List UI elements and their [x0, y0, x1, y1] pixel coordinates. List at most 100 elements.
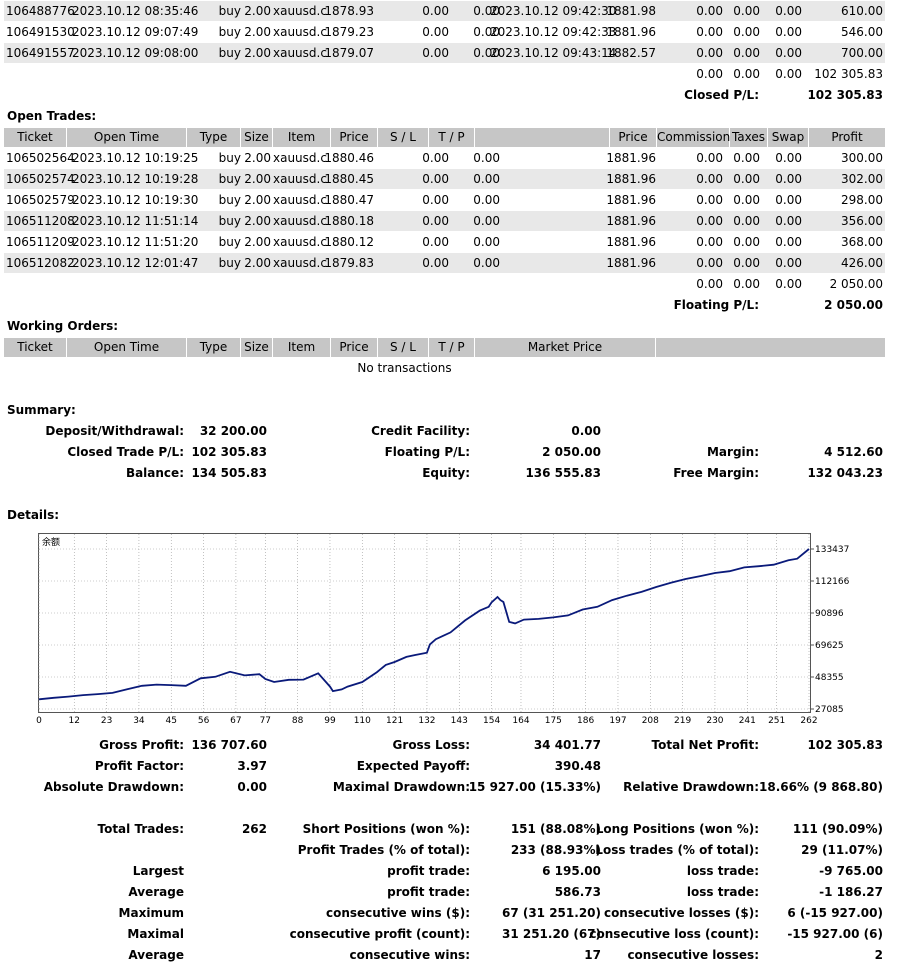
open-tp: 0.00: [473, 256, 500, 270]
open-profit: 426.00: [841, 256, 883, 270]
closed-total-swap: 0.00: [775, 67, 802, 81]
closed-size: 2.00: [244, 4, 271, 18]
open-price-current: 1881.96: [606, 172, 656, 186]
open-type: buy: [218, 256, 241, 270]
open-taxes: 0.00: [733, 214, 760, 228]
open-open-time: 2023.10.12 11:51:14: [72, 214, 199, 228]
details-title: Details:: [7, 508, 60, 522]
margin-value: 4 512.60: [824, 445, 883, 459]
free-margin-value: 132 043.23: [807, 466, 883, 480]
open-trade-row: 106511209 2023.10.12 11:51:20 buy 2.00 xauus…: [4, 232, 885, 252]
open-price: 1879.83: [324, 256, 374, 270]
open-tp: 0.00: [473, 235, 500, 249]
maximal-loss-value: -15 927.00 (6): [787, 927, 883, 941]
equity-value: 136 555.83: [525, 466, 601, 480]
open-ticket: 106502574: [6, 172, 75, 186]
closed-taxes: 0.00: [733, 46, 760, 60]
closed-price: 1879.23: [324, 25, 374, 39]
closed-total-profit: 102 305.83: [814, 67, 883, 81]
open-commission: 0.00: [696, 193, 723, 207]
working-header-spacer: [656, 338, 885, 357]
max-cons-losses-label: consecutive losses ($):: [603, 906, 759, 920]
chart-x-tick-label: 56: [198, 716, 210, 726]
open-tp: 0.00: [473, 151, 500, 165]
relative-drawdown-value: 18.66% (9 868.80): [759, 780, 883, 794]
open-ticket: 106511209: [6, 235, 75, 249]
closed-tp: 0.00: [473, 25, 500, 39]
chart-x-tick-label: 34: [133, 716, 145, 726]
open-swap: 0.00: [775, 235, 802, 249]
open-type: buy: [218, 172, 241, 186]
working-orders-title: Working Orders:: [7, 319, 119, 333]
largest-label: Largest: [132, 864, 184, 878]
open-trade-row: 106512082 2023.10.12 12:01:47 buy 2.00 xauus…: [4, 253, 885, 273]
open-commission: 0.00: [696, 235, 723, 249]
gross-profit-value: 136 707.60: [191, 738, 267, 752]
largest-profit-value: 6 195.00: [542, 864, 601, 878]
open-header-price: Price: [331, 128, 377, 147]
open-header-spacer: [475, 128, 609, 147]
chart-y-tick-label: 133437: [815, 545, 849, 555]
closed-tp: 0.00: [473, 46, 500, 60]
working-header-item: Item: [273, 338, 330, 357]
balance-chart: 0 12 23 34 45 56 67 77 88 99 110 121 132 143 154 164 175…: [36, 533, 850, 726]
closed-pl-label: Closed P/L:: [684, 88, 759, 102]
free-margin-label: Free Margin:: [673, 466, 759, 480]
credit-label: Credit Facility:: [371, 424, 470, 438]
open-swap: 0.00: [775, 256, 802, 270]
closed-commission: 0.00: [696, 4, 723, 18]
open-taxes: 0.00: [733, 151, 760, 165]
chart-x-tick-label: 0: [36, 716, 42, 726]
chart-x-tick-label: 251: [768, 716, 785, 726]
open-commission: 0.00: [696, 256, 723, 270]
short-positions-label: Short Positions (won %):: [302, 822, 470, 836]
open-tp: 0.00: [473, 214, 500, 228]
open-open-time: 2023.10.12 11:51:20: [72, 235, 199, 249]
closed-profit: 610.00: [841, 4, 883, 18]
closed-swap: 0.00: [775, 46, 802, 60]
closed-trade-pl-label: Closed Trade P/L:: [67, 445, 184, 459]
open-tp: 0.00: [473, 172, 500, 186]
open-trade-row: 106502564 2023.10.12 10:19:25 buy 2.00 xauus…: [4, 148, 885, 168]
open-price: 1880.18: [324, 214, 374, 228]
open-price: 1880.45: [324, 172, 374, 186]
chart-x-tick-label: 110: [354, 716, 371, 726]
open-total-swap: 0.00: [775, 277, 802, 291]
closed-item: xauusd.c: [273, 25, 327, 39]
open-header-profit: Profit: [809, 128, 885, 147]
open-price-current: 1881.96: [606, 193, 656, 207]
maximal-drawdown-value: 15 927.00 (15.33%): [468, 780, 601, 794]
loss-trades-label: Loss trades (% of total):: [595, 843, 759, 857]
open-price: 1880.47: [324, 193, 374, 207]
open-swap: 0.00: [775, 193, 802, 207]
closed-trade-row: 106491530 2023.10.12 09:07:49 buy 2.00 xauus…: [4, 22, 885, 42]
avg-cons-losses-label: consecutive losses:: [627, 948, 759, 962]
total-trades-label: Total Trades:: [97, 822, 184, 836]
summary-floating-label: Floating P/L:: [384, 445, 470, 459]
chart-x-tick-label: 164: [512, 716, 529, 726]
closed-taxes: 0.00: [733, 4, 760, 18]
open-open-time: 2023.10.12 10:19:28: [72, 172, 199, 186]
open-open-time: 2023.10.12 10:19:25: [72, 151, 199, 165]
open-item: xauusd.c: [273, 193, 327, 207]
chart-x-tick-label: 77: [260, 716, 271, 726]
largest-loss-value: -9 765.00: [819, 864, 883, 878]
open-taxes: 0.00: [733, 193, 760, 207]
closed-open-time: 2023.10.12 08:35:46: [72, 4, 199, 18]
open-price-current: 1881.96: [606, 235, 656, 249]
open-sl: 0.00: [422, 256, 449, 270]
open-item: xauusd.c: [273, 256, 327, 270]
largest-loss-label: loss trade:: [686, 864, 759, 878]
summary-title: Summary:: [7, 403, 76, 417]
closed-ticket: 106488776: [6, 4, 75, 18]
closed-sl: 0.00: [422, 4, 449, 18]
chart-frame: [38, 533, 811, 713]
working-header-s-l: S / L: [378, 338, 428, 357]
open-total-taxes: 0.00: [733, 277, 760, 291]
open-commission: 0.00: [696, 151, 723, 165]
open-ticket: 106502579: [6, 193, 75, 207]
open-swap: 0.00: [775, 172, 802, 186]
absolute-drawdown-label: Absolute Drawdown:: [43, 780, 184, 794]
closed-sl: 0.00: [422, 25, 449, 39]
